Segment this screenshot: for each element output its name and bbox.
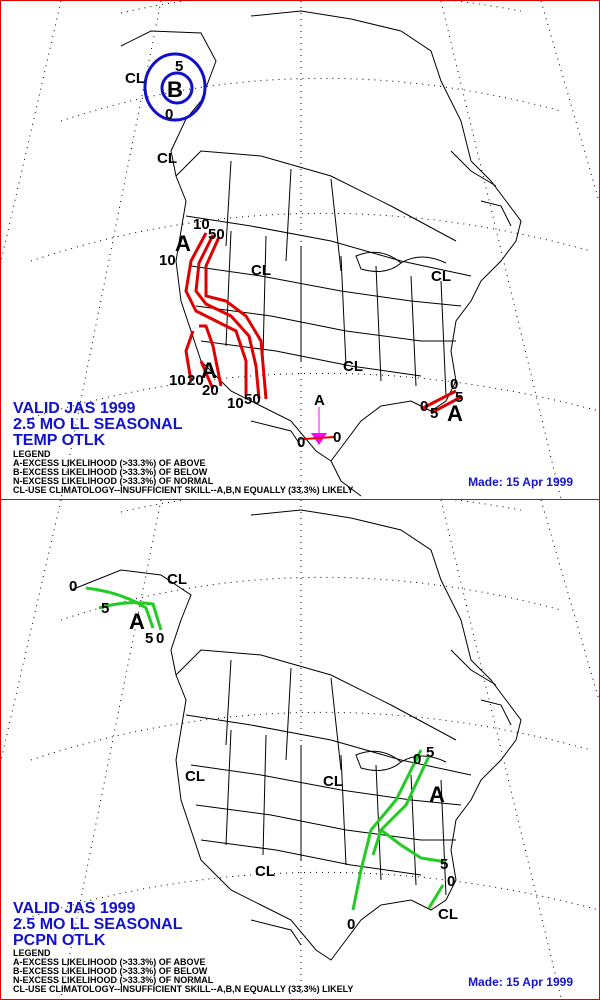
made-date: Made: 15 Apr 1999 xyxy=(468,975,573,989)
label-ne-0: 0 xyxy=(413,751,421,768)
label-fl0a: 0 xyxy=(450,376,458,393)
label-cl-alaska: CL xyxy=(125,70,145,87)
map-labels: 0 5 A 5 0 CL CL CL CL 0 5 A 5 0 0 CL xyxy=(69,571,458,933)
legend-climatology: CL-USE CLIMATOLOGY--INSUFFICIENT SKILL--… xyxy=(13,984,354,994)
lat-lon-graticule xyxy=(1,500,599,998)
label-a-east: A xyxy=(429,782,445,807)
label-b0: 0 xyxy=(165,106,173,123)
above-normal-marker xyxy=(303,407,335,445)
label-fl5b: 5 xyxy=(430,405,438,422)
label-alaska-0: 0 xyxy=(69,578,77,595)
north-america-basemap xyxy=(70,509,522,961)
label-cl-south: CL xyxy=(255,863,275,880)
map-labels: CL B 5 0 CL A 10 50 10 CL CL CL A 10 20 … xyxy=(125,58,463,451)
label-a-northwest: A xyxy=(175,231,191,256)
label-se-0: 0 xyxy=(447,873,455,890)
label-se-5: 5 xyxy=(440,856,448,873)
label-fl0b: 0 xyxy=(420,398,428,415)
legend: LEGEND A-EXCESS LIKELIHOOD (>33.3%) OF A… xyxy=(13,949,353,994)
outlook-type: 2.5 MO LL SEASONAL xyxy=(13,916,183,933)
label-sw10b: 10 xyxy=(227,395,244,412)
legend-normal: N-EXCESS LIKELIHOOD (>33.3%) OF NORMAL xyxy=(13,476,214,486)
outlook-type: 2.5 MO LL SEASONAL xyxy=(13,416,183,433)
made-date: Made: 15 Apr 1999 xyxy=(468,475,573,489)
label-tx0a: 0 xyxy=(297,434,305,451)
valid-title: VALID JAS 1999 2.5 MO LL SEASONAL TEMP O… xyxy=(13,401,183,449)
legend-above: A-EXCESS LIKELIHOOD (>33.3%) OF ABOVE xyxy=(13,957,206,967)
label-cl-florida: CL xyxy=(438,906,458,923)
label-gulf-0: 0 xyxy=(347,916,355,933)
label-ne-5: 5 xyxy=(426,744,434,761)
label-alaska-5b: 5 xyxy=(145,630,153,647)
label-cl-central: CL xyxy=(251,262,271,279)
label-sw50: 50 xyxy=(244,391,261,408)
legend-below: B-EXCESS LIKELIHOOD (>33.3%) OF BELOW xyxy=(13,966,208,976)
legend-climatology: CL-USE CLIMATOLOGY--INSUFFICIENT SKILL--… xyxy=(13,485,354,495)
legend-title: LEGEND xyxy=(13,449,51,459)
label-sw20: 20 xyxy=(187,372,204,389)
above-median-contours xyxy=(85,586,447,911)
label-a-florida: A xyxy=(447,401,463,426)
below-normal-contours xyxy=(143,52,207,122)
label-sw20b: 20 xyxy=(202,382,219,399)
valid-period: VALID JAS 1999 xyxy=(13,900,136,917)
valid-title: VALID JAS 1999 2.5 MO LL SEASONAL PCPN O… xyxy=(13,901,183,949)
label-cl-mid: CL xyxy=(323,773,343,790)
label-cl-bc: CL xyxy=(157,150,177,167)
label-cl-south: CL xyxy=(343,358,363,375)
label-b-alaska: B xyxy=(167,77,183,102)
valid-period: VALID JAS 1999 xyxy=(13,400,136,417)
precipitation-outlook-map: 0 5 A 5 0 CL CL CL CL 0 5 A 5 0 0 CL xyxy=(1,500,599,998)
north-america-basemap xyxy=(120,10,522,497)
label-tx0b: 0 xyxy=(333,429,341,446)
label-a-alaska: A xyxy=(129,609,145,634)
label-nw10b: 10 xyxy=(159,252,176,269)
label-sw10: 10 xyxy=(169,372,186,389)
legend-below: B-EXCESS LIKELIHOOD (>33.3%) OF BELOW xyxy=(13,467,208,477)
label-cl-west: CL xyxy=(185,768,205,785)
label-nw50: 50 xyxy=(208,226,225,243)
label-alaska-0b: 0 xyxy=(156,630,164,647)
label-alaska-5: 5 xyxy=(101,600,109,617)
legend: LEGEND A-EXCESS LIKELIHOOD (>33.3%) OF A… xyxy=(13,450,353,495)
label-nw10: 10 xyxy=(193,216,210,233)
temperature-outlook-panel: CL B 5 0 CL A 10 50 10 CL CL CL A 10 20 … xyxy=(0,0,600,500)
legend-title: LEGEND xyxy=(13,948,51,958)
label-cl-alaska: CL xyxy=(167,571,187,588)
label-b5: 5 xyxy=(175,58,183,75)
label-a-texas: A xyxy=(314,392,325,409)
precipitation-outlook-panel: 0 5 A 5 0 CL CL CL CL 0 5 A 5 0 0 CL VAL… xyxy=(0,499,600,1000)
label-a-southwest: A xyxy=(201,358,217,383)
above-normal-contours xyxy=(184,232,462,415)
label-fl5a: 5 xyxy=(455,389,463,406)
label-cl-east: CL xyxy=(431,268,451,285)
outlook-variable: PCPN OTLK xyxy=(13,932,106,949)
temperature-outlook-map: CL B 5 0 CL A 10 50 10 CL CL CL A 10 20 … xyxy=(1,1,599,499)
outlook-variable: TEMP OTLK xyxy=(13,432,106,449)
legend-normal: N-EXCESS LIKELIHOOD (>33.3%) OF NORMAL xyxy=(13,975,214,985)
legend-above: A-EXCESS LIKELIHOOD (>33.3%) OF ABOVE xyxy=(13,458,206,468)
